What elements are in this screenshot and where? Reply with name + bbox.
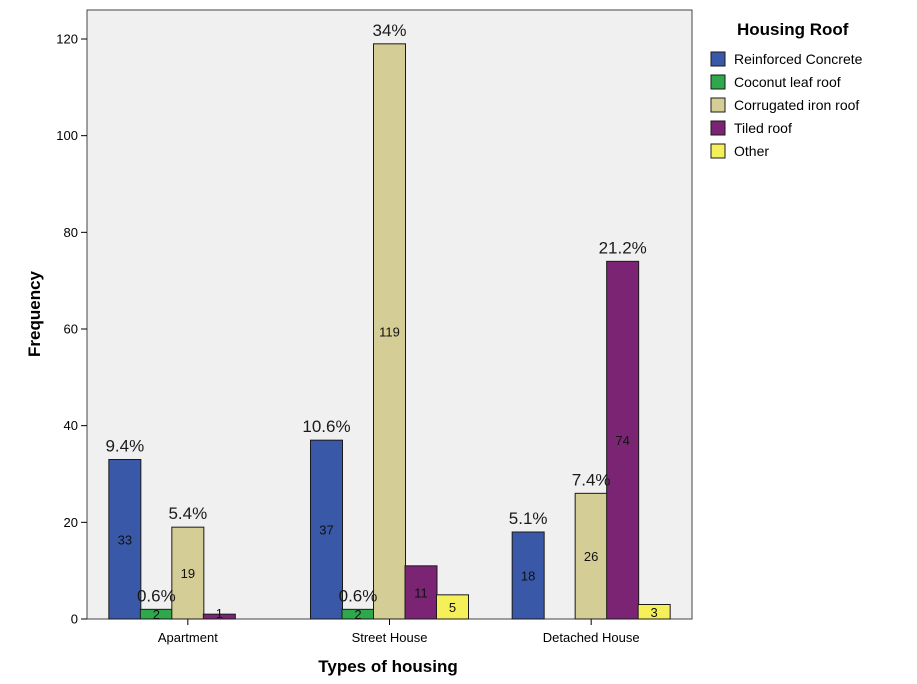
bar-count-label: 74 — [615, 433, 629, 448]
legend-label: Coconut leaf roof — [734, 74, 841, 90]
legend-label: Corrugated iron roof — [734, 97, 859, 113]
bar-percent-label: 0.6% — [137, 586, 176, 605]
y-tick-label: 80 — [64, 225, 78, 240]
bar-corrugated-iron-roof-0 — [171, 526, 205, 620]
x-tick-label: Apartment — [158, 630, 218, 645]
legend-title: Housing Roof — [737, 20, 849, 39]
bars — [108, 43, 671, 620]
bar-percent-label: 5.4% — [168, 504, 207, 523]
legend-swatch — [710, 97, 726, 113]
x-tick-label: Street House — [352, 630, 428, 645]
x-axis-title: Types of housing — [318, 657, 457, 676]
bar-percent-label: 10.6% — [302, 417, 350, 436]
bar-count-label: 5 — [449, 600, 456, 615]
y-axis-title: Frequency — [25, 270, 44, 357]
bar-other-1 — [436, 594, 469, 620]
bar-other-2 — [637, 604, 671, 620]
y-tick-label: 120 — [56, 32, 78, 47]
y-tick-label: 20 — [64, 515, 78, 530]
bar-percent-label: 7.4% — [572, 470, 611, 489]
y-axis: 0 20 40 60 80 100 120 — [56, 32, 87, 627]
bar-count-label: 2 — [354, 607, 361, 622]
bar-percent-label: 34% — [372, 21, 406, 40]
bar-percent-label: 0.6% — [339, 586, 378, 605]
legend-label: Tiled roof — [734, 120, 792, 136]
y-tick-label: 100 — [56, 128, 78, 143]
bar-corrugated-iron-roof-1 — [373, 43, 406, 620]
bar-count-label: 1 — [216, 606, 223, 621]
bar-count-label: 119 — [379, 324, 400, 339]
x-axis: Apartment Street House Detached House — [158, 619, 640, 645]
bar-reinforced-concrete-1 — [310, 439, 343, 620]
y-tick-label: 40 — [64, 418, 78, 433]
y-tick-label: 60 — [64, 322, 78, 337]
bar-count-label: 3 — [651, 605, 658, 620]
legend-swatch — [710, 143, 726, 159]
bar-count-label: 19 — [181, 566, 195, 581]
y-tick-label: 0 — [71, 612, 78, 627]
bar-count-label: 33 — [118, 532, 132, 547]
x-tick-label: Detached House — [543, 630, 640, 645]
legend-swatch — [710, 51, 726, 67]
bar-reinforced-concrete-0 — [108, 459, 142, 620]
bar-reinforced-concrete-2 — [511, 531, 545, 620]
bar-count-label: 37 — [319, 523, 333, 538]
bar-tiled-roof-0 — [202, 613, 236, 620]
bar-count-label: 18 — [521, 569, 535, 584]
bar-count-label: 26 — [584, 549, 598, 564]
bar-count-label: 2 — [153, 607, 160, 622]
legend-label: Other — [734, 143, 769, 159]
bar-percent-label: 5.1% — [509, 509, 548, 528]
bar-count-label: 11 — [414, 585, 428, 600]
legend-label: Reinforced Concrete — [734, 51, 863, 67]
bar-percent-label: 9.4% — [105, 437, 144, 456]
bar-tiled-roof-1 — [404, 565, 438, 620]
legend-swatch — [710, 120, 726, 136]
bar-tiled-roof-2 — [606, 260, 640, 620]
legend-swatch — [710, 74, 726, 90]
bar-percent-label: 21.2% — [599, 238, 647, 257]
data-labels: 33 9.4% 37 10.6% 18 5.1% 2 0.6% 2 0.6% 19 5.4% 119 34… — [105, 21, 657, 622]
legend: Housing Roof Reinforced Concrete Coconut … — [710, 20, 863, 159]
bar-corrugated-iron-roof-2 — [574, 492, 608, 620]
